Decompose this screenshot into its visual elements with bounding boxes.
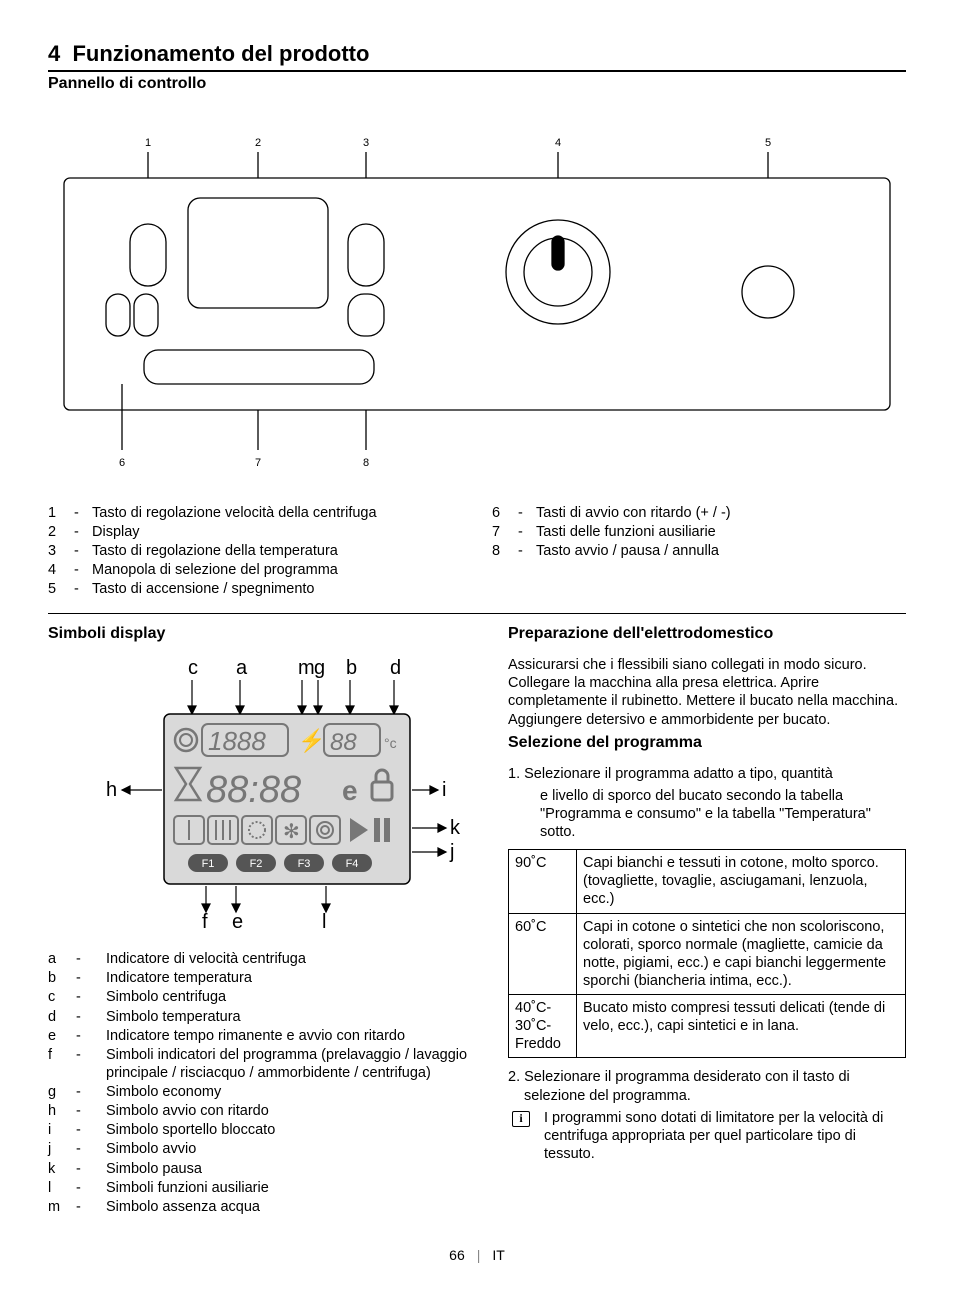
symbol-legend-item: c-Simbolo centrifuga — [48, 988, 468, 1006]
page-number: 66 — [449, 1247, 465, 1265]
symbols-title: Simboli display — [48, 624, 468, 644]
svg-text:k: k — [450, 817, 461, 839]
desc-cell: Capi bianchi e tessuti in cotone, molto … — [577, 850, 906, 913]
svg-text:d: d — [390, 657, 401, 679]
svg-text:j: j — [449, 841, 454, 863]
svg-text:a: a — [236, 657, 248, 679]
symbol-legend-item: h-Simbolo avvio con ritardo — [48, 1102, 468, 1120]
svg-text:2: 2 — [255, 137, 261, 149]
desc-cell: Capi in cotone o sintetici che non scolo… — [577, 913, 906, 995]
page-lang: IT — [492, 1247, 504, 1265]
svg-text:g: g — [314, 657, 325, 679]
select-step-1a: 1. Selezionare il programma adatto a tip… — [508, 765, 906, 783]
svg-text:5: 5 — [765, 137, 771, 149]
svg-text:✻: ✻ — [283, 821, 300, 843]
panel-legend-item: 6-Tasti di avvio con ritardo (+ / -) — [492, 504, 906, 522]
panel-legend: 1-Tasto di regolazione velocità della ce… — [48, 504, 906, 600]
svg-text:F3: F3 — [298, 858, 311, 870]
symbol-legend-item: i-Simbolo sportello bloccato — [48, 1121, 468, 1139]
svg-text:f: f — [202, 911, 208, 933]
table-row: 60˚CCapi in cotone o sintetici che non s… — [509, 913, 906, 995]
divider — [48, 613, 906, 614]
svg-text:6: 6 — [119, 457, 125, 469]
subsection-title: Pannello di controllo — [48, 74, 906, 94]
svg-text:h: h — [106, 779, 117, 801]
panel-legend-item: 8-Tasto avvio / pausa / annulla — [492, 542, 906, 560]
svg-text:e: e — [342, 775, 358, 806]
svg-text:F4: F4 — [346, 858, 359, 870]
svg-text:1: 1 — [145, 137, 151, 149]
svg-text:88:88: 88:88 — [206, 769, 301, 811]
svg-text:i: i — [442, 779, 446, 801]
temp-cell: 40˚C-30˚C-Freddo — [509, 995, 577, 1058]
svg-text:m: m — [298, 657, 315, 679]
symbol-legend-item: k-Simbolo pausa — [48, 1160, 468, 1178]
svg-text:4: 4 — [555, 137, 561, 149]
svg-text:F1: F1 — [202, 858, 215, 870]
table-row: 90˚CCapi bianchi e tessuti in cotone, mo… — [509, 850, 906, 913]
panel-legend-item: 4-Manopola di selezione del programma — [48, 561, 462, 579]
svg-text:1888: 1888 — [208, 726, 266, 756]
symbol-legend-item: e-Indicatore tempo rimanente e avvio con… — [48, 1027, 468, 1045]
symbol-legend-item: d-Simbolo temperatura — [48, 1008, 468, 1026]
panel-legend-right: 6-Tasti di avvio con ritardo (+ / -)7-Ta… — [492, 504, 906, 560]
symbol-legend-item: m-Simbolo assenza acqua — [48, 1198, 468, 1216]
symbol-legend-item: a-Indicatore di velocità centrifuga — [48, 950, 468, 968]
symbol-legend: a-Indicatore di velocità centrifugab-Ind… — [48, 950, 468, 1216]
panel-legend-item: 2-Display — [48, 523, 462, 541]
info-note: i I programmi sono dotati di limitatore … — [508, 1109, 906, 1163]
svg-text:e: e — [232, 911, 243, 933]
symbol-legend-item: b-Indicatore temperatura — [48, 969, 468, 987]
section-title: 4 Funzionamento del prodotto — [48, 40, 906, 72]
control-panel-diagram: 1 2 3 4 5 — [48, 134, 906, 474]
svg-text:88: 88 — [330, 729, 357, 756]
page-footer: 66 | IT — [48, 1247, 906, 1265]
svg-text:b: b — [346, 657, 357, 679]
select-step-1b: e livello di sporco del bucato secondo l… — [508, 787, 906, 841]
panel-legend-item: 1-Tasto di regolazione velocità della ce… — [48, 504, 462, 522]
panel-legend-item: 7-Tasti delle funzioni ausiliarie — [492, 523, 906, 541]
select-title: Selezione del programma — [508, 733, 906, 753]
panel-legend-item: 5-Tasto di accensione / spegnimento — [48, 580, 462, 598]
svg-text:⚡: ⚡ — [298, 728, 325, 754]
panel-legend-left: 1-Tasto di regolazione velocità della ce… — [48, 504, 462, 599]
desc-cell: Bucato misto compresi tessuti delicati (… — [577, 995, 906, 1058]
svg-text:l: l — [322, 911, 326, 933]
table-row: 40˚C-30˚C-FreddoBucato misto compresi te… — [509, 995, 906, 1058]
symbol-legend-item: g-Simbolo economy — [48, 1083, 468, 1101]
footer-separator: | — [477, 1247, 481, 1265]
panel-legend-item: 3-Tasto di regolazione della temperatura — [48, 542, 462, 560]
temperature-table: 90˚CCapi bianchi e tessuti in cotone, mo… — [508, 849, 906, 1058]
symbol-legend-item: j-Simbolo avvio — [48, 1140, 468, 1158]
svg-text:°c: °c — [384, 735, 397, 751]
info-text: I programmi sono dotati di limitatore pe… — [540, 1109, 906, 1163]
select-step-2: 2. Selezionare il programma desiderato c… — [508, 1068, 906, 1104]
svg-text:3: 3 — [363, 137, 369, 149]
svg-text:7: 7 — [255, 457, 261, 469]
section-number: 4 — [48, 41, 60, 66]
symbol-legend-item: f-Simboli indicatori del programma (prel… — [48, 1046, 468, 1082]
temp-cell: 90˚C — [509, 850, 577, 913]
prep-title: Preparazione dell'elettrodomestico — [508, 624, 906, 644]
info-icon: i — [512, 1111, 530, 1127]
svg-text:8: 8 — [363, 457, 369, 469]
symbol-legend-item: l-Simboli funzioni ausiliarie — [48, 1179, 468, 1197]
svg-text:F2: F2 — [250, 858, 263, 870]
display-symbols-figure: c a m g b d h i k j f e l — [88, 656, 468, 936]
svg-text:c: c — [188, 657, 198, 679]
temp-cell: 60˚C — [509, 913, 577, 995]
prep-body: Assicurarsi che i flessibili siano colle… — [508, 656, 906, 729]
section-heading: Funzionamento del prodotto — [72, 41, 369, 66]
